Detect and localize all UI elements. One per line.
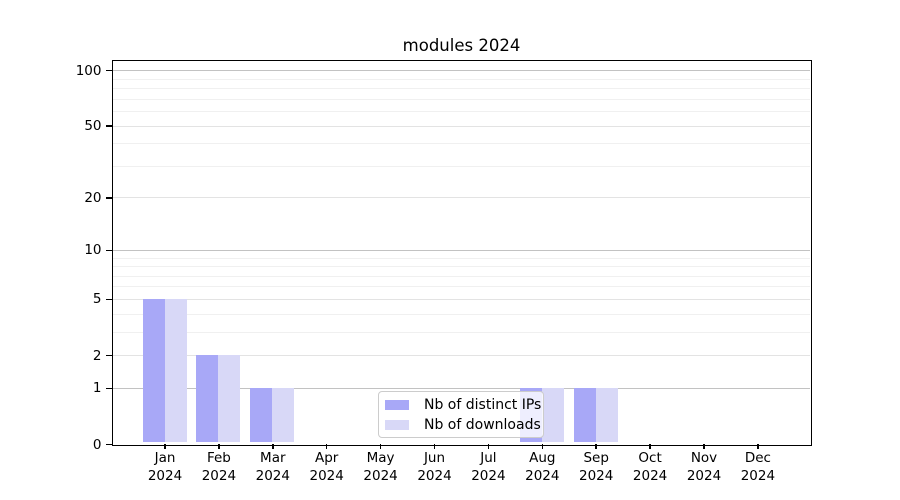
bar-distinct-ips-mar	[250, 387, 273, 442]
gridline-y-2	[112, 355, 810, 357]
x-tick-jun	[433, 444, 436, 449]
chart-title: modules 2024	[402, 36, 521, 55]
bar-distinct-ips-feb	[196, 355, 219, 442]
legend-swatch-distinct-ips	[385, 399, 409, 410]
legend-entry-distinct-ips: Nb of distinct IPs	[379, 396, 543, 413]
gridline-y-4	[112, 313, 810, 315]
x-tick-label-aug: Aug 2024	[525, 450, 560, 484]
x-tick-aug	[541, 444, 544, 449]
gridline-y-9	[112, 257, 810, 259]
gridline-y-20	[112, 197, 810, 199]
legend-entry-downloads: Nb of downloads	[379, 416, 543, 433]
bar-downloads-feb	[218, 355, 241, 442]
x-tick-jan	[164, 444, 166, 449]
x-tick-label-jun: Jun 2024	[417, 450, 452, 484]
x-tick-label-apr: Apr 2024	[309, 450, 344, 484]
y-tick-1	[105, 387, 112, 390]
y-tick-10	[105, 249, 112, 252]
y-tick-label-20: 20	[84, 189, 102, 206]
x-tick-nov	[703, 444, 705, 449]
gridline-y-70	[112, 98, 810, 100]
x-tick-sep	[595, 444, 597, 449]
gridline-y-40	[112, 143, 810, 145]
y-tick-label-10: 10	[84, 242, 102, 259]
x-tick-label-nov: Nov 2024	[686, 450, 722, 484]
bar-downloads-aug	[541, 387, 564, 442]
y-tick-label-2: 2	[92, 347, 102, 364]
x-tick-dec	[757, 444, 759, 449]
gridline-y-7	[112, 275, 810, 277]
y-tick-5	[105, 298, 112, 301]
gridline-y-1	[112, 387, 810, 389]
y-tick-100	[105, 69, 112, 72]
x-tick-label-feb: Feb 2024	[201, 450, 237, 484]
gridline-y-50	[112, 125, 810, 127]
gridline-y-5	[112, 298, 810, 300]
bar-distinct-ips-jan	[142, 298, 165, 442]
x-tick-mar	[272, 444, 274, 449]
y-tick-20	[105, 197, 112, 199]
bar-downloads-jan	[164, 298, 187, 442]
y-tick-50	[105, 125, 112, 127]
gridline-y-10	[112, 249, 810, 251]
bar-downloads-sep	[595, 387, 618, 442]
y-tick-2	[105, 354, 112, 357]
x-tick-feb	[218, 444, 220, 449]
gridline-y-80	[112, 88, 810, 90]
legend-label-distinct-ips: Nb of distinct IPs	[424, 396, 542, 413]
x-tick-label-dec: Dec 2024	[740, 450, 776, 484]
y-tick-0	[105, 443, 112, 446]
gridline-y-8	[112, 266, 810, 268]
gridline-y-100	[112, 70, 810, 72]
x-tick-label-sep: Sep 2024	[579, 450, 614, 484]
x-tick-label-may: May 2024	[363, 450, 398, 484]
y-tick-label-1: 1	[92, 380, 102, 397]
y-tick-label-100: 100	[75, 62, 102, 79]
x-tick-jul	[487, 444, 490, 449]
x-tick-label-jul: Jul 2024	[471, 450, 506, 484]
legend-swatch-downloads	[385, 419, 409, 430]
x-tick-apr	[325, 444, 328, 449]
x-tick-label-mar: Mar 2024	[255, 450, 290, 484]
x-tick-oct	[649, 444, 651, 449]
y-tick-label-50: 50	[84, 118, 102, 135]
legend: Nb of distinct IPs Nb of downloads	[378, 391, 544, 438]
gridline-y-6	[112, 286, 810, 288]
gridline-y-3	[112, 331, 810, 333]
y-tick-label-0: 0	[92, 436, 102, 453]
legend-label-downloads: Nb of downloads	[424, 416, 541, 433]
gridline-y-60	[112, 111, 810, 113]
gridline-y-30	[112, 165, 810, 167]
bar-downloads-mar	[272, 387, 295, 442]
x-tick-label-oct: Oct 2024	[632, 450, 668, 484]
gridline-y-90	[112, 78, 810, 80]
y-tick-label-5: 5	[92, 291, 102, 308]
bar-distinct-ips-sep	[573, 387, 596, 442]
x-tick-may	[379, 444, 382, 449]
plot-area	[111, 59, 812, 446]
x-tick-label-jan: Jan 2024	[147, 450, 183, 484]
